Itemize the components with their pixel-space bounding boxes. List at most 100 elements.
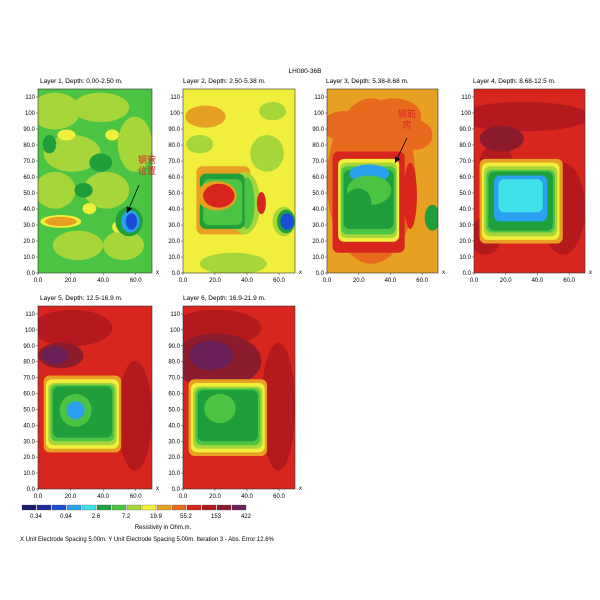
layer-2-title: Layer 2, Depth: 2.50-5.38 m. [183,78,266,85]
y-tick-label: 100 [461,111,472,117]
layer-4-frame [473,88,586,274]
layer-1-contour-patch [42,135,57,154]
layer-4-resistivity-field [474,89,585,273]
x-tick-label: 40.0 [97,494,109,500]
y-tick-label: 0.0 [172,487,181,493]
colorbar-swatch [66,504,82,511]
x-tick-label: 0.0 [179,494,188,500]
layer-5-contour-patch [41,346,69,365]
layer-2-contour-patch [256,192,266,215]
y-tick-label: 70.0 [23,159,35,165]
layer-1-contour-patch [82,203,97,215]
layer-3-contour-patch [424,204,438,231]
layer-1-panel: Layer 1, Depth: 0.00-2.50 m. 0.0 10.0 20.0… [23,78,159,284]
colorbar-tick-label: 0.94 [60,514,72,520]
y-tick-label: 10.0 [168,255,180,261]
y-tick-label: 80.0 [312,143,324,149]
y-tick-label: 0.0 [172,271,181,277]
layer-1-contour-patch [38,171,76,209]
layer-1-contour-patch [38,92,81,130]
y-tick-label: 70.0 [312,159,324,165]
y-tick-label: 80.0 [23,360,35,366]
y-tick-label: 40.0 [168,423,180,429]
y-tick-label: 110 [170,95,180,101]
colorbar-swatch [111,504,127,511]
layer-1-contour-patch [83,171,130,209]
colorbar-tick-label: 7.2 [122,514,131,520]
colorbar-swatch [126,504,142,511]
x-tick-label: 60.0 [130,278,142,284]
layer-1-frame [37,88,153,274]
colorbar-swatch [36,504,52,511]
y-tick-label: 20.0 [23,455,35,461]
x-tick-label: 20.0 [65,278,77,284]
y-tick-label: 50.0 [23,191,35,197]
colorbar: 0.34 0.94 2.6 7.2 19.9 55.2 153 422 [21,504,252,520]
layer-5-title: Layer 5, Depth: 12.5-16.9 m. [40,295,123,302]
x-tick-label: 0.0 [34,494,43,500]
layer-2-frame [182,88,296,274]
x-axis-label: x [299,486,302,492]
y-tick-label: 60.0 [459,175,471,181]
layer-1-contour-patch [43,135,101,172]
x-tick-label: 60.0 [416,278,428,284]
colorbar-tick-label: 2.6 [92,514,101,520]
x-tick-label: 20.0 [500,278,512,284]
y-tick-label: 80.0 [168,143,180,149]
layer-5-contour-patch [38,309,113,347]
y-tick-label: 90.0 [459,127,471,133]
y-tick-label: 110 [461,95,471,101]
layer-1-contour-patch [52,230,103,261]
y-tick-label: 10.0 [23,471,35,477]
y-tick-label: 90.0 [23,344,35,350]
y-tick-label: 0.0 [316,271,325,277]
layer-2-contour-patch [199,252,267,273]
x-tick-label: 40.0 [97,278,109,284]
layer-6-title: Layer 6, Depth: 16.9-21.9 m. [183,295,266,302]
x-axis-label: x [299,270,302,276]
y-tick-label: 50.0 [168,191,180,197]
y-tick-label: 60.0 [23,175,35,181]
y-tick-label: 100 [25,111,36,117]
layer-2-panel: Layer 2, Depth: 2.50-5.38 m. 0.0 10.0 20.0… [168,78,302,284]
layer-3-panel: Layer 3, Depth: 5.38-8.68 m. 0.0 10.0 20.0… [312,78,445,284]
colorbar-swatch [96,504,112,511]
layer-4-contour-patch [479,125,524,152]
y-tick-label: 70.0 [459,159,471,165]
x-tick-label: 20.0 [209,494,221,500]
y-tick-label: 60.0 [168,175,180,181]
layer-2-contour-patch [203,183,235,208]
layer-1-contour-patch [57,129,76,141]
footer-text: X Unit Electrode Spacing 5.00m. Y Unit E… [20,537,275,543]
y-tick-label: 10.0 [168,471,180,477]
x-axis-label: x [156,270,159,276]
figure-top-label: LH080-36B [289,68,322,75]
y-tick-label: 20.0 [168,455,180,461]
y-tick-label: 100 [314,111,325,117]
x-tick-label: 40.0 [241,494,253,500]
layer-2-resistivity-field [183,89,295,273]
layer-1-contour-patch [117,116,152,172]
x-tick-label: 0.0 [470,278,479,284]
x-tick-label: 60.0 [273,494,285,500]
layer-3-contour-patch [403,162,417,229]
colorbar-swatch [141,504,157,511]
layer-2-contour-patch [250,135,284,172]
colorbar-swatch [231,504,247,511]
layer-1-contour-patch [44,216,77,227]
y-tick-label: 10.0 [459,255,471,261]
x-axis-label: x [156,486,159,492]
y-tick-label: 30.0 [459,223,471,229]
layer-3-contour-patch [344,188,372,218]
y-tick-label: 60.0 [23,392,35,398]
layer-6-resistivity-field [183,306,295,489]
y-tick-label: 50.0 [23,407,35,413]
y-tick-label: 60.0 [312,175,324,181]
y-tick-label: 40.0 [312,207,324,213]
x-axis-label: x [442,270,445,276]
layer-6-contour-patch [188,340,234,371]
layer-2-contour-patch [185,105,226,128]
y-tick-label: 10.0 [23,255,35,261]
y-tick-label: 50.0 [312,191,324,197]
y-tick-label: 50.0 [168,407,180,413]
